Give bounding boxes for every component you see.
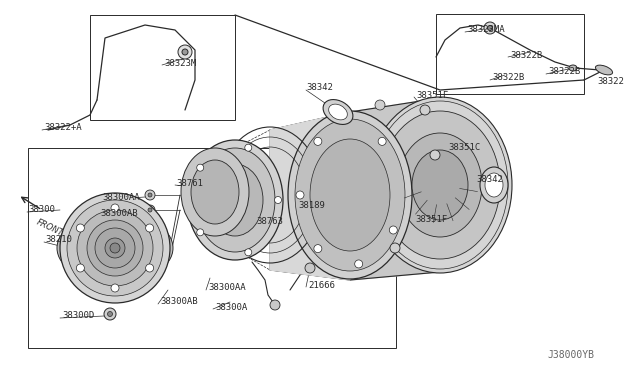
Circle shape: [148, 193, 152, 197]
Circle shape: [390, 243, 400, 253]
Ellipse shape: [310, 139, 390, 251]
Circle shape: [244, 249, 252, 256]
Circle shape: [389, 226, 397, 234]
Ellipse shape: [398, 133, 482, 237]
Text: 38322B: 38322B: [510, 51, 542, 60]
Text: 38322B: 38322B: [548, 67, 580, 77]
Text: 38322B: 38322B: [492, 74, 524, 83]
Ellipse shape: [77, 210, 153, 286]
Text: 38763: 38763: [256, 218, 283, 227]
Circle shape: [484, 22, 496, 34]
Circle shape: [111, 284, 119, 292]
Ellipse shape: [207, 164, 263, 236]
Ellipse shape: [323, 100, 353, 125]
Text: 38300AB: 38300AB: [100, 208, 138, 218]
Ellipse shape: [485, 173, 503, 197]
Circle shape: [145, 205, 155, 215]
Text: 38342: 38342: [476, 176, 503, 185]
Ellipse shape: [288, 111, 412, 279]
Text: 38300: 38300: [28, 205, 55, 215]
Ellipse shape: [110, 243, 120, 253]
Circle shape: [76, 264, 84, 272]
Circle shape: [196, 164, 204, 171]
Circle shape: [146, 224, 154, 232]
Circle shape: [314, 137, 322, 145]
Ellipse shape: [595, 65, 612, 75]
Bar: [90, 15, 235, 120]
Circle shape: [296, 191, 304, 199]
Text: 38761: 38761: [176, 179, 203, 187]
Circle shape: [488, 26, 493, 31]
Circle shape: [420, 105, 430, 115]
Circle shape: [275, 196, 282, 203]
Ellipse shape: [295, 119, 405, 271]
Circle shape: [182, 49, 188, 55]
Ellipse shape: [329, 104, 348, 120]
Bar: [28, 148, 396, 348]
Ellipse shape: [105, 238, 125, 258]
Ellipse shape: [187, 140, 283, 260]
Text: 38322+A: 38322+A: [44, 124, 82, 132]
Circle shape: [108, 311, 113, 317]
Text: 38351F: 38351F: [416, 90, 448, 99]
Ellipse shape: [95, 228, 135, 268]
Circle shape: [305, 263, 315, 273]
Polygon shape: [270, 112, 350, 280]
Circle shape: [146, 264, 154, 272]
Circle shape: [314, 245, 322, 253]
Bar: [436, 14, 584, 94]
Text: 38323M: 38323M: [164, 58, 196, 67]
Ellipse shape: [87, 220, 143, 276]
Ellipse shape: [480, 167, 508, 203]
Ellipse shape: [57, 213, 173, 283]
Polygon shape: [350, 98, 440, 280]
Text: 38210: 38210: [45, 235, 72, 244]
Text: 21666: 21666: [308, 280, 335, 289]
Text: 38300AA: 38300AA: [208, 283, 246, 292]
Text: 38351C: 38351C: [448, 144, 480, 153]
Text: FRONT: FRONT: [35, 218, 65, 238]
Text: 38351F: 38351F: [415, 215, 447, 224]
Text: 38300D: 38300D: [62, 311, 94, 321]
Circle shape: [270, 300, 280, 310]
Text: J38000YB: J38000YB: [547, 350, 594, 360]
Ellipse shape: [368, 97, 512, 273]
Ellipse shape: [412, 150, 468, 220]
Circle shape: [76, 224, 84, 232]
Ellipse shape: [67, 200, 163, 296]
Ellipse shape: [195, 148, 275, 252]
Text: 38323MA: 38323MA: [467, 26, 504, 35]
Ellipse shape: [191, 160, 239, 224]
Ellipse shape: [380, 111, 500, 259]
Circle shape: [104, 308, 116, 320]
Ellipse shape: [181, 148, 249, 236]
Text: 38300AB: 38300AB: [160, 298, 198, 307]
Text: 38300A: 38300A: [215, 302, 247, 311]
Circle shape: [145, 190, 155, 200]
Circle shape: [148, 208, 152, 212]
Circle shape: [430, 150, 440, 160]
Circle shape: [244, 144, 252, 151]
Text: 38322: 38322: [597, 77, 624, 87]
Circle shape: [196, 229, 204, 236]
Circle shape: [111, 204, 119, 212]
Ellipse shape: [569, 65, 577, 71]
Text: 38300AA: 38300AA: [102, 193, 140, 202]
Circle shape: [178, 45, 192, 59]
Circle shape: [375, 100, 385, 110]
Text: 38189: 38189: [298, 201, 325, 209]
Text: 38342: 38342: [306, 83, 333, 93]
Ellipse shape: [60, 193, 170, 303]
Circle shape: [378, 137, 386, 145]
Circle shape: [355, 260, 363, 268]
